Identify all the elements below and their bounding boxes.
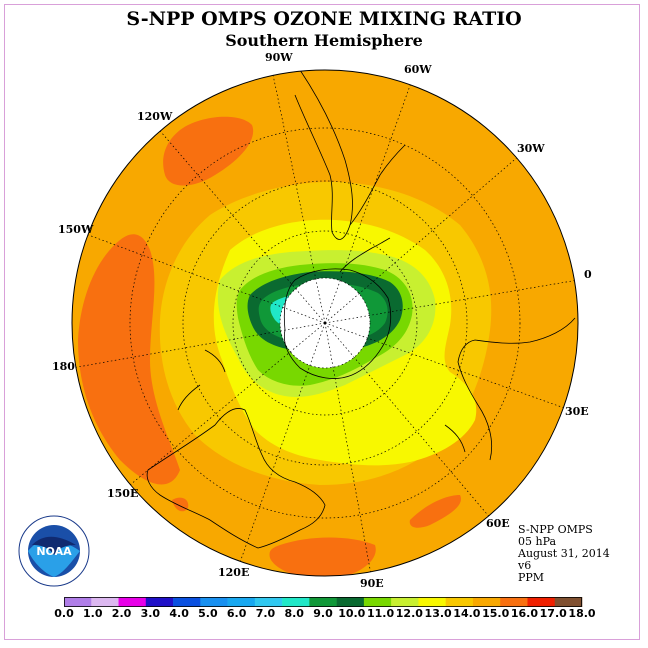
info-block: S-NPP OMPS 05 hPa August 31, 2014 v6 PPM bbox=[518, 524, 610, 584]
colorbar-tick-label: 15.0 bbox=[482, 607, 510, 620]
colorbar-swatch bbox=[418, 597, 446, 607]
south-america-east-coastline bbox=[349, 144, 406, 226]
madagascar-coastline bbox=[444, 424, 466, 453]
colorbar-tick-label: 3.0 bbox=[140, 607, 161, 620]
noaa-logo-icon: NOAA bbox=[18, 515, 90, 587]
colorbar-swatch bbox=[282, 597, 310, 607]
lon-label-150e: 150E bbox=[107, 487, 139, 500]
colorbar-tick-label: 10.0 bbox=[338, 607, 366, 620]
colorbar-swatch bbox=[527, 597, 556, 607]
colorbar-swatch bbox=[554, 597, 583, 607]
lon-label-120e: 120E bbox=[218, 566, 250, 579]
colorbar-tick-label: 4.0 bbox=[169, 607, 189, 620]
page-subtitle: Southern Hemisphere bbox=[225, 31, 423, 50]
info-level: 05 hPa bbox=[518, 535, 557, 548]
colorbar-swatch bbox=[309, 597, 337, 607]
lon-label-60e: 60E bbox=[486, 517, 510, 530]
lon-label-60w: 60W bbox=[404, 63, 432, 76]
colorbar-swatch bbox=[227, 597, 256, 607]
colorbar bbox=[64, 597, 583, 607]
info-units: PPM bbox=[518, 571, 545, 584]
meridian-lines bbox=[72, 70, 578, 576]
lon-label-180: 180 bbox=[52, 360, 75, 373]
colorbar-swatch bbox=[173, 597, 201, 607]
colorbar-tick-label: 11.0 bbox=[366, 607, 395, 620]
page-frame bbox=[4, 4, 640, 640]
south-america-coastline bbox=[294, 70, 353, 240]
ozone-contour-16-southeast bbox=[409, 495, 461, 528]
ozone-contour-16-south bbox=[269, 537, 376, 576]
colorbar-tick-label: 7.0 bbox=[255, 607, 276, 620]
lon-label-90w: 90W bbox=[265, 51, 293, 64]
colorbar-tick-label: 13.0 bbox=[424, 607, 452, 620]
colorbar-tick-label: 9.0 bbox=[313, 607, 333, 620]
coastlines bbox=[146, 70, 576, 549]
colorbar-tick-label: 2.0 bbox=[111, 607, 132, 620]
lon-label-30e: 30E bbox=[565, 405, 589, 418]
info-version: v6 bbox=[518, 559, 532, 572]
colorbar-tick-label: 8.0 bbox=[284, 607, 304, 620]
colorbar-tick-label: 0.0 bbox=[54, 607, 74, 620]
colorbar-swatch bbox=[118, 597, 147, 607]
antarctic-peninsula-coastline bbox=[339, 237, 391, 273]
colorbar-tick-label: 17.0 bbox=[539, 607, 567, 620]
colorbar-swatch bbox=[391, 597, 419, 607]
colorbar-swatch bbox=[336, 597, 365, 607]
page-title: S-NPP OMPS OZONE MIXING RATIO bbox=[126, 8, 522, 30]
lon-label-150w: 150W bbox=[58, 223, 94, 236]
colorbar-swatch bbox=[445, 597, 474, 607]
colorbar-swatch bbox=[200, 597, 228, 607]
map-boundary-circle bbox=[71, 69, 579, 577]
noaa-logo-text: NOAA bbox=[36, 545, 72, 558]
ozone-contour-16-north bbox=[163, 116, 254, 186]
latitude-circles bbox=[129, 127, 521, 519]
lon-label-30w: 30W bbox=[517, 142, 545, 155]
colorbar-tick-label: 1.0 bbox=[83, 607, 103, 620]
colorbar-tick-label: 16.0 bbox=[510, 607, 539, 620]
colorbar-tick-label: 6.0 bbox=[226, 607, 247, 620]
colorbar-swatch bbox=[64, 597, 92, 607]
colorbar-swatch bbox=[363, 597, 392, 607]
colorbar-swatch bbox=[145, 597, 174, 607]
lon-label-0: 0 bbox=[584, 268, 592, 281]
colorbar-swatch bbox=[500, 597, 528, 607]
colorbar-tick-label: 14.0 bbox=[453, 607, 481, 620]
africa-coastline bbox=[457, 317, 576, 461]
info-date: August 31, 2014 bbox=[518, 547, 610, 560]
lon-label-90e: 90E bbox=[360, 577, 384, 590]
australia-coastline bbox=[146, 408, 326, 549]
colorbar-swatch bbox=[254, 597, 283, 607]
south-pole-marker bbox=[323, 321, 327, 325]
colorbar-swatch bbox=[91, 597, 119, 607]
antarctica-coastline bbox=[283, 268, 392, 379]
colorbar-tick-label: 5.0 bbox=[198, 607, 218, 620]
ozone-contour-16-west bbox=[78, 234, 180, 485]
colorbar-tick-label: 18.0 bbox=[568, 607, 596, 620]
lon-label-120w: 120W bbox=[137, 110, 173, 123]
new-zealand-coastline bbox=[177, 349, 226, 411]
colorbar-swatch bbox=[472, 597, 501, 607]
info-instrument: S-NPP OMPS bbox=[518, 523, 593, 536]
colorbar-tick-label: 12.0 bbox=[395, 607, 423, 620]
